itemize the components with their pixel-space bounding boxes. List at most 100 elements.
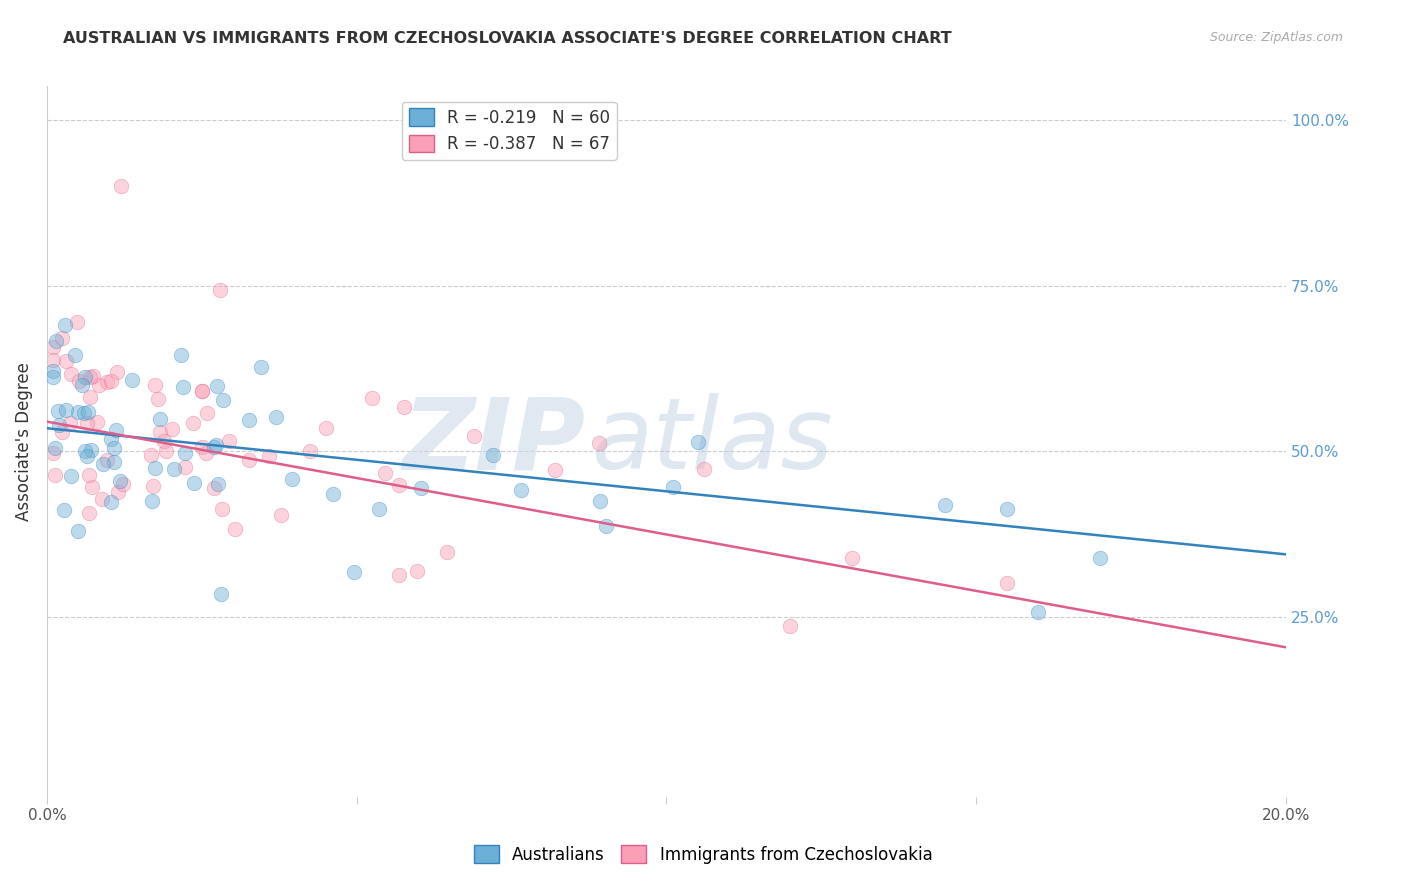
Point: [544, 463, 567, 477]
Point: [100, 374, 122, 388]
Point: [482, 448, 505, 462]
Text: Source: ZipAtlas.com: Source: ZipAtlas.com: [1209, 31, 1343, 45]
Point: [53, 503, 76, 517]
Point: [322, 487, 344, 501]
Point: [82, 368, 104, 383]
Point: [67, 524, 90, 538]
Point: [77, 405, 100, 419]
Point: [841, 550, 863, 565]
Point: [211, 501, 233, 516]
Point: [205, 438, 228, 452]
Point: [67, 374, 90, 388]
Legend: Australians, Immigrants from Czechoslovakia: Australians, Immigrants from Czechoslova…: [467, 838, 939, 871]
Text: AUSTRALIAN VS IMMIGRANTS FROM CZECHOSLOVAKIA ASSOCIATE'S DEGREE CORRELATION CHAR: AUSTRALIAN VS IMMIGRANTS FROM CZECHOSLOV…: [63, 31, 952, 46]
Point: [209, 587, 232, 601]
Point: [174, 460, 197, 475]
Point: [264, 410, 287, 425]
Point: [406, 564, 429, 578]
Point: [79, 390, 101, 404]
Point: [48, 417, 70, 432]
Point: [588, 436, 610, 450]
Point: [100, 495, 122, 509]
Point: [149, 425, 172, 439]
Point: [73, 443, 96, 458]
Point: [172, 380, 194, 394]
Point: [42, 340, 65, 354]
Point: [91, 457, 114, 471]
Point: [315, 421, 337, 435]
Point: [205, 379, 228, 393]
Point: [280, 472, 302, 486]
Point: [436, 545, 458, 559]
Point: [191, 384, 214, 399]
Point: [110, 178, 132, 193]
Point: [686, 434, 709, 449]
Point: [45, 334, 67, 348]
Point: [96, 452, 118, 467]
Point: [142, 479, 165, 493]
Point: [463, 429, 485, 443]
Y-axis label: Associate's Degree: Associate's Degree: [15, 362, 32, 521]
Point: [779, 619, 801, 633]
Point: [60, 367, 83, 381]
Point: [55, 354, 77, 368]
Point: [96, 375, 118, 389]
Point: [195, 446, 218, 460]
Point: [55, 318, 77, 333]
Point: [103, 441, 125, 455]
Point: [108, 474, 131, 488]
Point: [79, 468, 101, 483]
Point: [409, 481, 432, 495]
Text: atlas: atlas: [592, 393, 834, 490]
Point: [238, 413, 260, 427]
Point: [238, 453, 260, 467]
Point: [105, 365, 128, 379]
Point: [360, 391, 382, 405]
Point: [995, 575, 1018, 590]
Point: [211, 393, 233, 408]
Point: [191, 384, 214, 398]
Point: [80, 480, 103, 494]
Point: [195, 406, 218, 420]
Point: [509, 483, 531, 497]
Point: [162, 422, 184, 436]
Point: [250, 359, 273, 374]
Point: [181, 416, 204, 430]
Point: [270, 508, 292, 523]
Point: [60, 469, 83, 483]
Point: [141, 494, 163, 508]
Point: [139, 448, 162, 462]
Point: [67, 405, 90, 419]
Point: [367, 502, 389, 516]
Point: [46, 404, 69, 418]
Point: [995, 502, 1018, 516]
Point: [208, 283, 231, 297]
Point: [105, 423, 128, 437]
Point: [87, 378, 110, 392]
Point: [80, 443, 103, 458]
Point: [224, 522, 246, 536]
Point: [65, 315, 87, 329]
Point: [111, 476, 134, 491]
Point: [42, 370, 65, 384]
Point: [121, 373, 143, 387]
Point: [588, 494, 610, 508]
Point: [100, 432, 122, 446]
Point: [662, 480, 685, 494]
Point: [146, 392, 169, 407]
Point: [59, 416, 82, 430]
Point: [155, 444, 177, 458]
Point: [51, 331, 73, 345]
Point: [91, 492, 114, 507]
Point: [107, 485, 129, 500]
Point: [693, 462, 716, 476]
Legend: R = -0.219   N = 60, R = -0.387   N = 67: R = -0.219 N = 60, R = -0.387 N = 67: [402, 102, 617, 160]
Point: [73, 370, 96, 384]
Point: [392, 400, 415, 414]
Point: [202, 481, 225, 495]
Point: [76, 417, 98, 431]
Point: [257, 450, 280, 464]
Point: [191, 441, 214, 455]
Point: [202, 440, 225, 454]
Point: [76, 449, 98, 463]
